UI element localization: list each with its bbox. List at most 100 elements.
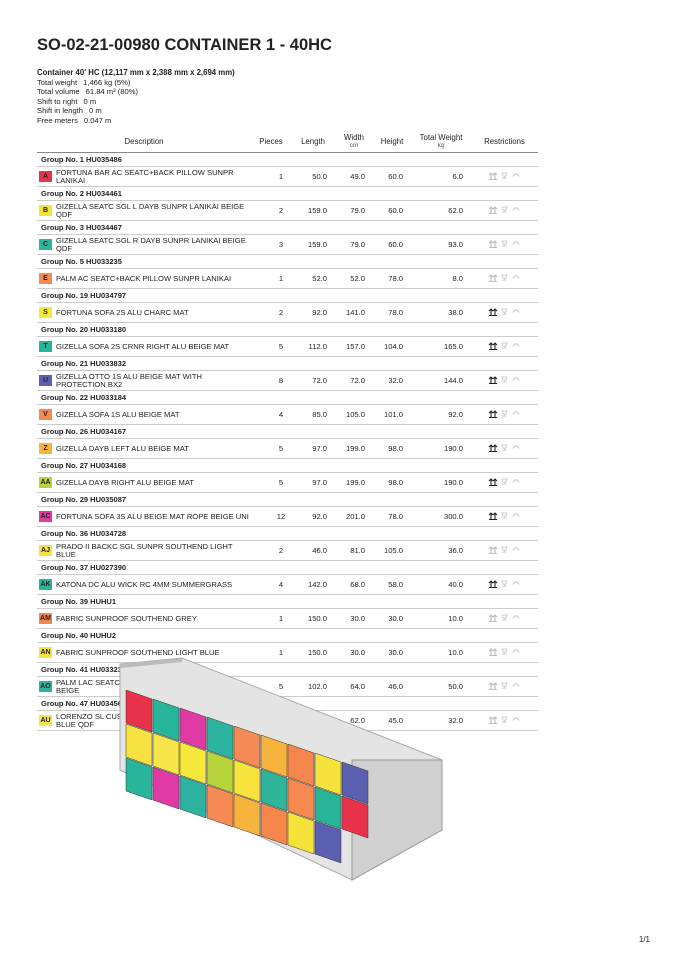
length: 150.0 [307, 648, 327, 657]
table: Description Pieces Length Width cm Height Tota… [37, 130, 538, 731]
restriction-icons [471, 647, 538, 658]
group-row: Group No. 22 HU033184 [37, 391, 538, 405]
item-row: AK KATONA DC ALU WICK RC 4MM SUMMERGRASS 4… [37, 575, 538, 595]
info-value: 0 m [83, 96, 97, 106]
icons [488, 546, 519, 555]
restriction-icons [471, 477, 538, 488]
description: AN FABRIC SUNPROOF SOUTHEND LIGHT BLUE [37, 647, 251, 658]
cargo-box [206, 716, 234, 760]
item-row: B GIZELLA SEATC SGL L DAYB SUNPR LANIKAI … [37, 201, 538, 221]
width: 64.0 [350, 682, 365, 691]
cargo-box [152, 766, 180, 810]
height: 60.0 [388, 206, 403, 215]
weight: 300.0 [443, 512, 463, 521]
weight: 144.0 [443, 376, 463, 385]
restriction-icons [471, 341, 538, 352]
item-code: E [39, 273, 52, 284]
restriction-icons [471, 409, 538, 420]
header-cell: Description [124, 136, 164, 146]
group-row: Group No. 39 HUHU1 [37, 595, 538, 609]
height: 78.0 [388, 274, 403, 283]
cargo-box [179, 707, 207, 751]
info-value: 0.047 m [83, 115, 112, 125]
item-code: A [39, 171, 52, 182]
pieces: 4 [278, 580, 284, 589]
header-cell: Length [301, 136, 325, 146]
length: 150.0 [307, 614, 327, 623]
width: 49.0 [350, 172, 365, 181]
description: T GIZELLA SOFA 2S CRNR RIGHT ALU BEIGE MA… [37, 341, 251, 352]
icons [488, 172, 519, 181]
restriction-icons [471, 613, 538, 624]
pieces: 5 [278, 444, 284, 453]
weight: 190.0 [443, 444, 463, 453]
height: 98.0 [388, 478, 403, 487]
item-code: Z [39, 443, 52, 454]
item-code: AK [39, 579, 52, 590]
container-image [119, 657, 443, 881]
weight: 93.0 [448, 240, 463, 249]
group-row: Group No. 1 HU035486 [37, 153, 538, 167]
header-cell: Total Weight kg [411, 133, 471, 149]
length: 142.0 [307, 580, 327, 589]
info-line: Shift to right 0 m [37, 97, 235, 107]
cargo-box [287, 777, 315, 821]
item-description: KATONA DC ALU WICK RC 4MM SUMMERGRASS [56, 579, 233, 589]
item-code: T [39, 341, 52, 352]
height: 101.0 [383, 410, 403, 419]
group-row: Group No. 20 HU033180 [37, 323, 538, 337]
group-row: Group No. 21 HU033832 [37, 357, 538, 371]
height: 78.0 [388, 308, 403, 317]
header-text: Width [344, 133, 364, 142]
item-row: C GIZELLA SEATC SGL R DAYB SUNPR LANIKAI … [37, 235, 538, 255]
info-line: Free meters 0.047 m [37, 116, 235, 126]
info-label: Total volume [37, 87, 80, 97]
item-description: GIZELLA SOFA 1S ALU BEIGE MAT [56, 409, 180, 419]
pieces: 1 [278, 648, 284, 657]
cargo-box [125, 723, 153, 767]
length: 112.0 [308, 342, 327, 351]
header-unit: kg [437, 142, 445, 149]
cargo-box [233, 725, 261, 769]
page-number: 1/1 [638, 935, 650, 944]
group-row: Group No. 5 HU033235 [37, 255, 538, 269]
info: Container 40' HC (12,117 mm x 2,388 mm x… [37, 68, 235, 126]
container-spec: Container 40' HC (12,117 mm x 2,388 mm x… [37, 68, 235, 77]
description: AJ PRADO II BACKC SGL SUNPR SOUTHEND LIGH… [37, 542, 251, 559]
group-row: Group No. 41 HU033233 [37, 663, 538, 677]
item-description: GIZELLA DAYB RIGHT ALU BEIGE MAT [56, 477, 194, 487]
restriction-icons [471, 579, 538, 590]
description: E PALM AC SEATC+BACK PILLOW SUNPR LANIKAI [37, 273, 251, 284]
item-row: AM FABRIC SUNPROOF SOUTHEND GREY 1 150.0 30.… [37, 609, 538, 629]
height: 45.0 [388, 716, 403, 725]
width: 157.0 [345, 342, 365, 351]
info-value: 0 m [89, 106, 102, 116]
item-row: S FORTUNA SOFA 2S ALU CHARC MAT 2 92.0 141.0… [37, 303, 538, 323]
group-row: Group No. 27 HU034168 [37, 459, 538, 473]
pieces: 2 [278, 308, 284, 317]
length: 46.0 [312, 546, 327, 555]
pieces: 5 [278, 478, 284, 487]
icons [488, 614, 519, 623]
item-description: FABRIC SUNPROOF SOUTHEND GREY [56, 613, 197, 623]
width: 199.0 [345, 478, 365, 487]
header-cell: Width cm [335, 133, 373, 149]
header-cell: Restrictions [484, 136, 525, 146]
info-label: Shift in length [37, 106, 84, 116]
item-row: A FORTUNA BAR AC SEATC+BACK PILLOW SUNPR … [37, 167, 538, 187]
height: 78.0 [388, 512, 403, 521]
height: 60.0 [388, 172, 403, 181]
description: C GIZELLA SEATC SGL R DAYB SUNPR LANIKAI … [37, 236, 251, 253]
info-line: Shift in length 0 m [37, 106, 235, 116]
description: A FORTUNA BAR AC SEATC+BACK PILLOW SUNPR … [37, 168, 251, 185]
cargo-box [233, 793, 261, 837]
restriction-icons [471, 273, 538, 284]
description: B GIZELLA SEATC SGL L DAYB SUNPR LANIKAI … [37, 202, 251, 219]
group-row: Group No. 37 HU027390 [37, 561, 538, 575]
cargo-box [260, 734, 288, 778]
icons [488, 580, 519, 589]
height: 30.0 [388, 614, 403, 623]
restriction-icons [471, 681, 538, 692]
width: 201.0 [345, 512, 365, 521]
